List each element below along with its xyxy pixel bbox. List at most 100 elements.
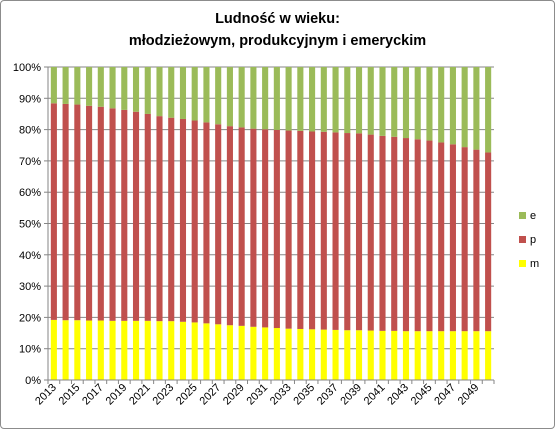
- bar-e-2015: [74, 67, 81, 105]
- bar-p-2041: [379, 135, 386, 331]
- bar-p-2028: [226, 126, 233, 326]
- bar-p-2044: [414, 139, 421, 332]
- bar-p-2020: [132, 111, 140, 321]
- bar-m-2047: [449, 331, 456, 380]
- x-tick-label: 2027: [198, 382, 224, 408]
- bar-m-2023: [168, 321, 175, 380]
- bar-e-2044: [414, 67, 421, 140]
- bar-p-2035: [309, 131, 316, 330]
- legend-label-p: p: [530, 234, 536, 246]
- bar-m-2014: [62, 320, 69, 380]
- y-tick-label: 20%: [19, 312, 41, 324]
- bar-e-2029: [238, 67, 245, 128]
- bar-e-2014: [62, 67, 69, 104]
- bar-p-2024: [179, 118, 187, 322]
- bar-m-2018: [109, 320, 116, 380]
- bar-e-2024: [179, 67, 187, 119]
- bar-e-2032: [273, 67, 280, 130]
- bars: [50, 67, 492, 380]
- bar-e-2043: [402, 67, 410, 139]
- bar-e-2048: [461, 67, 468, 148]
- bar-p-2030: [250, 128, 257, 327]
- bar-p-2018: [109, 108, 116, 321]
- bar-e-2031: [262, 67, 269, 130]
- bar-e-2041: [379, 67, 386, 136]
- x-tick-label: 2035: [291, 382, 317, 408]
- legend-swatch-m: [519, 260, 526, 267]
- x-tick-label: 2045: [409, 382, 435, 408]
- y-tick-label: 30%: [19, 281, 41, 293]
- bar-e-2045: [426, 67, 433, 141]
- bar-e-2033: [285, 67, 292, 131]
- bar-p-2038: [344, 133, 351, 331]
- bar-p-2013: [50, 103, 57, 320]
- bar-p-2014: [62, 103, 69, 321]
- x-tick-label: 2019: [104, 382, 130, 408]
- bar-p-2047: [449, 144, 456, 332]
- bar-m-2027: [215, 324, 222, 380]
- bar-m-2044: [414, 331, 421, 380]
- y-axis-ticks: 0% 10% 20% 30% 40% 50% 60% 70% 80% 90% 100%: [13, 62, 48, 387]
- bar-m-2026: [203, 323, 210, 380]
- bar-e-2022: [156, 67, 163, 117]
- x-tick-label: 2049: [456, 382, 482, 408]
- y-tick-label: 100%: [13, 62, 41, 74]
- bar-e-2030: [250, 67, 257, 129]
- bar-m-2034: [297, 328, 304, 380]
- x-tick-label: 2043: [385, 382, 411, 408]
- bar-m-2041: [379, 330, 386, 380]
- legend: epm: [519, 210, 539, 270]
- x-tick-label: 2023: [151, 382, 177, 408]
- bar-e-2023: [168, 67, 175, 118]
- y-tick-label: 0%: [25, 375, 41, 387]
- bar-p-2022: [156, 116, 163, 322]
- bar-p-2036: [320, 131, 327, 330]
- x-axis-ticks: 2013201520172019202120232025202720292031…: [33, 380, 495, 408]
- bar-m-2020: [132, 320, 140, 380]
- bar-m-2024: [179, 321, 187, 380]
- bar-p-2016: [86, 105, 93, 321]
- bar-p-2023: [168, 117, 175, 322]
- bar-e-2042: [391, 67, 398, 137]
- bar-m-2036: [320, 329, 327, 380]
- bar-p-2032: [273, 129, 280, 329]
- y-tick-label: 90%: [19, 93, 41, 105]
- bar-m-2032: [273, 328, 280, 380]
- bar-p-2015: [74, 104, 81, 321]
- bar-m-2017: [97, 320, 104, 380]
- bar-m-2049: [473, 331, 480, 380]
- bar-e-2026: [203, 67, 210, 123]
- bar-p-2045: [426, 140, 433, 332]
- bar-e-2047: [449, 67, 456, 145]
- bar-e-2049: [473, 67, 480, 150]
- bar-p-2019: [121, 109, 128, 321]
- bar-e-2036: [320, 67, 327, 132]
- bar-p-2034: [297, 130, 304, 329]
- bar-m-2013: [50, 319, 57, 380]
- bar-e-2037: [332, 67, 339, 133]
- legend-swatch-e: [519, 212, 526, 219]
- bar-e-2046: [438, 67, 445, 143]
- bar-p-2027: [215, 124, 222, 325]
- chart-title: Ludność w wieku: młodzieżowym, produkcyj…: [0, 8, 555, 52]
- y-tick-label: 10%: [19, 344, 41, 356]
- x-tick-label: 2017: [80, 382, 106, 408]
- bar-p-2021: [144, 113, 151, 321]
- bar-p-2046: [438, 142, 445, 332]
- bar-p-2039: [355, 133, 363, 331]
- y-tick-label: 50%: [19, 219, 41, 231]
- bar-m-2028: [226, 325, 233, 380]
- bar-e-2013: [50, 67, 57, 104]
- x-tick-label: 2029: [221, 382, 247, 408]
- bar-e-2034: [297, 67, 304, 131]
- legend-label-e: e: [530, 210, 536, 222]
- x-tick-label: 2015: [57, 382, 83, 408]
- x-tick-label: 2033: [268, 382, 294, 408]
- legend-swatch-p: [519, 236, 526, 243]
- bar-e-2038: [344, 67, 351, 134]
- bar-m-2033: [285, 328, 292, 380]
- bar-e-2025: [191, 67, 198, 121]
- bar-e-2019: [121, 67, 128, 110]
- bar-m-2050: [485, 331, 492, 380]
